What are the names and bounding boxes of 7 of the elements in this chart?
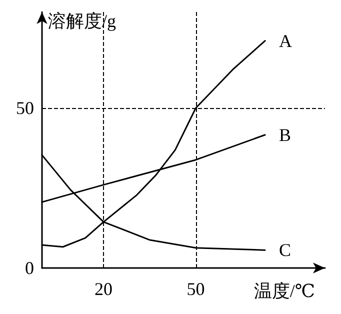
series-label: C (279, 240, 292, 260)
y-tick-label: 0 (25, 258, 34, 278)
y-axis-title: 溶解度/g (48, 11, 116, 31)
x-axis-title: 温度/℃ (254, 281, 315, 301)
x-tick-label: 20 (94, 279, 113, 299)
series-label: A (279, 30, 292, 51)
series-label: B (279, 124, 292, 145)
